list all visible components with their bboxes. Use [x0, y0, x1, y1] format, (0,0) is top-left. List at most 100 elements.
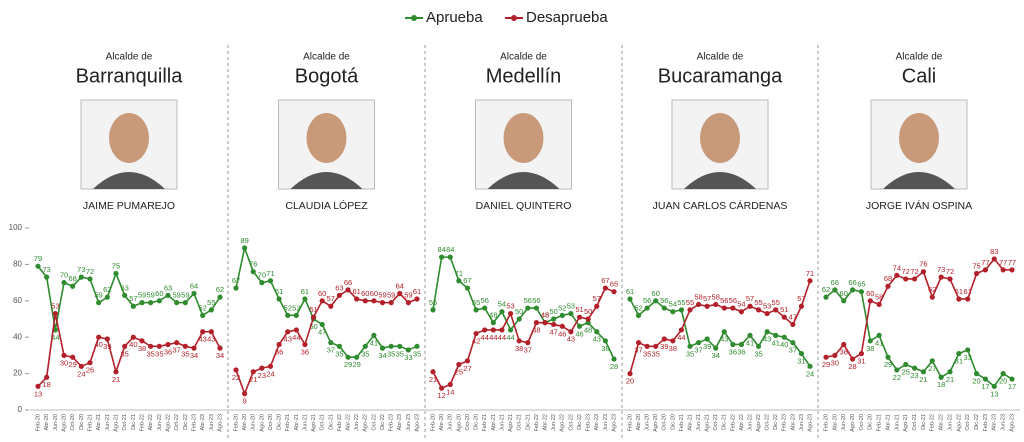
x-tick-label: Dic-20: [474, 414, 480, 430]
photo-face: [306, 113, 347, 163]
x-tick-label: Jun-22: [947, 414, 953, 431]
x-tick-label: Ago-22: [363, 414, 369, 432]
x-tick-label: Jun-22: [551, 414, 557, 431]
x-tick-label: Feb-23: [191, 414, 197, 431]
data-point: [122, 292, 128, 298]
data-point: [354, 296, 360, 302]
data-point: [499, 309, 505, 315]
data-point: [627, 296, 633, 302]
data-point: [781, 334, 787, 340]
x-tick-label: Jun-21: [302, 414, 308, 431]
data-point: [405, 347, 411, 353]
x-tick-label: Abr-23: [200, 414, 206, 431]
data-label: 60: [370, 289, 378, 298]
data-label: 54: [498, 300, 506, 309]
photo-body: [684, 172, 756, 189]
x-tick-label: Oct-22: [371, 414, 377, 431]
data-point: [542, 320, 548, 326]
data-label: 67: [463, 276, 471, 285]
x-tick-label: Dic-21: [525, 414, 531, 430]
data-label: 55: [772, 298, 780, 307]
data-point: [191, 345, 197, 351]
data-point: [35, 263, 41, 269]
mayor-title: Alcalde de: [106, 52, 153, 63]
data-label: 28: [610, 362, 618, 371]
data-label: 35: [396, 349, 404, 358]
data-label: 34: [190, 351, 198, 360]
data-point: [965, 347, 971, 353]
data-label: 50: [584, 307, 592, 316]
data-point: [345, 287, 351, 293]
mayor-title: Alcalde de: [697, 52, 744, 63]
data-label: 29: [352, 360, 360, 369]
data-point: [182, 300, 188, 306]
data-point: [336, 292, 343, 298]
data-label: 51: [309, 305, 317, 314]
data-label: 21: [249, 375, 257, 384]
data-label: 76: [249, 260, 257, 269]
data-label: 17: [981, 382, 989, 391]
data-point: [876, 301, 882, 308]
data-point: [507, 327, 514, 333]
x-tick-label: Dic-22: [577, 414, 583, 430]
x-tick-label: Abr-23: [397, 414, 403, 431]
data-label: 57: [327, 294, 335, 303]
data-label: 44: [498, 333, 506, 342]
data-label: 35: [335, 349, 343, 358]
data-point: [661, 336, 667, 342]
data-label: 83: [990, 247, 998, 256]
city-name: Barranquilla: [76, 65, 184, 87]
x-tick-label: Feb-22: [930, 414, 936, 431]
x-tick-label: Jun-22: [747, 414, 753, 431]
data-point: [44, 374, 50, 380]
photo-face: [899, 113, 939, 163]
data-point: [319, 321, 325, 328]
data-label: 50: [515, 307, 523, 316]
data-point: [687, 307, 693, 313]
photo-body: [290, 172, 363, 189]
y-tick-label: 80: [13, 260, 22, 269]
data-label: 59: [94, 291, 102, 300]
data-label: 72: [86, 267, 94, 276]
x-tick-label: Oct-22: [965, 414, 971, 431]
x-tick-label: Oct-21: [320, 414, 326, 431]
x-tick-label: Feb-22: [730, 414, 736, 431]
data-label: 29: [822, 360, 830, 369]
data-label: 37: [524, 346, 532, 355]
data-point: [104, 294, 110, 300]
data-label: 41: [875, 338, 883, 347]
data-label: 31: [857, 357, 865, 366]
x-tick-label: Abr-22: [543, 414, 549, 431]
x-tick-label: Abr-23: [594, 414, 600, 431]
data-point: [798, 350, 805, 357]
data-label: 13: [990, 389, 998, 398]
x-tick-label: Abr-20: [439, 414, 445, 431]
data-point: [670, 338, 676, 344]
data-label: 43: [763, 335, 771, 344]
data-label: 68: [68, 274, 76, 283]
data-label: 36: [729, 347, 737, 356]
data-label: 58: [712, 292, 720, 301]
x-tick-label: Abr-20: [44, 414, 50, 431]
series-line: [629, 280, 811, 374]
x-tick-label: Dic-21: [131, 414, 137, 430]
data-point: [371, 332, 377, 338]
x-tick-label: Jun-22: [157, 414, 163, 431]
data-point: [139, 300, 145, 306]
mayor-title: Alcalde de: [303, 52, 350, 63]
data-point: [473, 330, 479, 337]
x-tick-label: Feb-22: [534, 414, 540, 431]
series-line: [432, 256, 615, 360]
x-tick-label: Abr-21: [885, 414, 891, 431]
data-label: 61: [275, 287, 283, 296]
x-tick-label: Jun-23: [1001, 414, 1007, 431]
data-point: [594, 303, 600, 309]
data-point: [490, 320, 496, 326]
data-point: [773, 332, 779, 338]
data-label: 59: [181, 291, 189, 300]
data-label: 38: [601, 344, 609, 353]
data-point: [310, 314, 317, 320]
data-point: [490, 327, 496, 333]
data-label: 58: [875, 292, 883, 301]
